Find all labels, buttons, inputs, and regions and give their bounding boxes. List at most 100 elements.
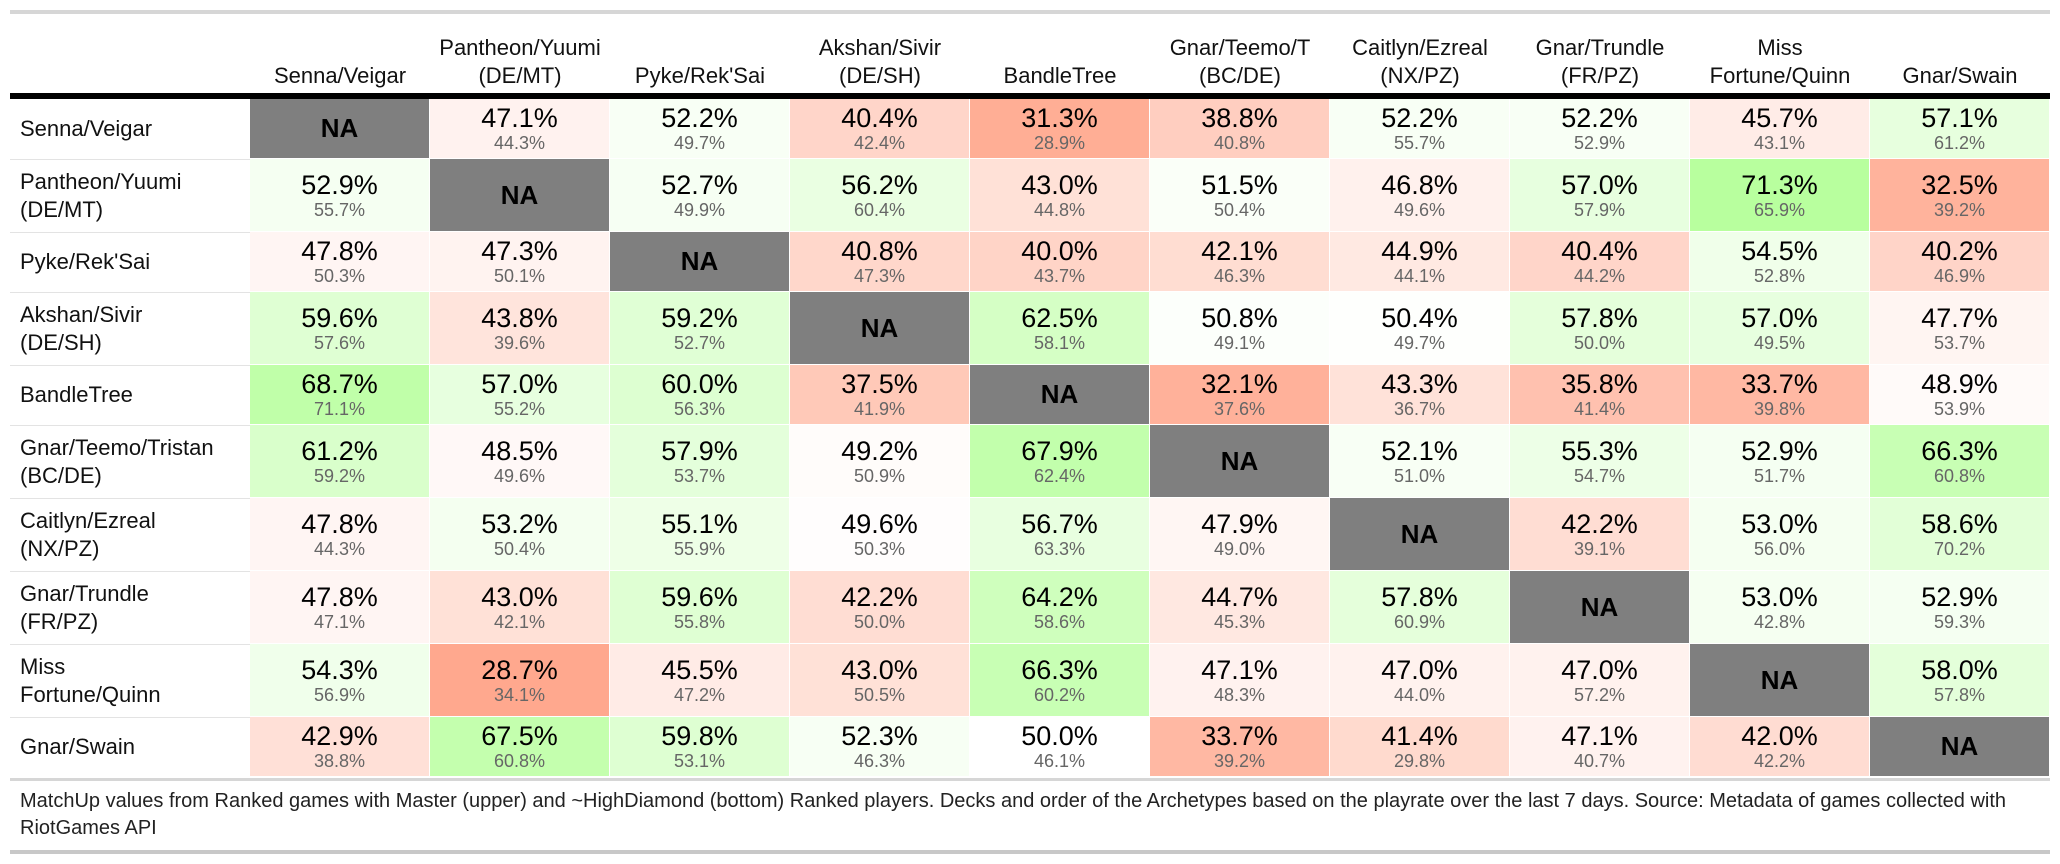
upper-value: 47.1% bbox=[1561, 721, 1638, 751]
heatmap-cell: 59.6% 55.8% bbox=[610, 571, 790, 644]
heatmap-cell: 32.1% 37.6% bbox=[1150, 365, 1330, 425]
lower-value: 55.8% bbox=[673, 611, 726, 632]
lower-value: 55.7% bbox=[1393, 133, 1446, 153]
upper-value: 40.4% bbox=[1561, 236, 1638, 266]
heatmap-cell: 52.2% 52.9% bbox=[1510, 99, 1690, 159]
lower-value: 52.8% bbox=[1753, 266, 1806, 286]
lower-value: 50.1% bbox=[493, 266, 546, 286]
heatmap-cell: 57.0% 57.9% bbox=[1510, 159, 1690, 232]
upper-value: 49.2% bbox=[841, 435, 918, 466]
upper-value: 40.4% bbox=[841, 103, 918, 133]
na-label: NA bbox=[320, 113, 359, 143]
upper-value: 42.2% bbox=[841, 581, 918, 612]
lower-value: 39.2% bbox=[1933, 199, 1986, 220]
heatmap-cell: 47.8% 50.3% bbox=[250, 232, 430, 292]
row-header: Gnar/Teemo/Tristan (BC/DE) bbox=[20, 434, 214, 488]
lower-value: 40.8% bbox=[1213, 133, 1266, 153]
heatmap-cell: 52.9% 51.7% bbox=[1690, 425, 1870, 498]
upper-value: 61.2% bbox=[301, 435, 378, 466]
heatmap-cell: 57.8% 60.9% bbox=[1330, 571, 1510, 644]
heatmap-cell: 55.1% 55.9% bbox=[610, 498, 790, 571]
heatmap-cell: 50.8% 49.1% bbox=[1150, 292, 1330, 365]
lower-value: 40.7% bbox=[1573, 751, 1626, 771]
lower-value: 49.7% bbox=[1393, 332, 1446, 353]
upper-value: 28.7% bbox=[481, 654, 558, 685]
lower-value: 61.2% bbox=[1933, 133, 1986, 153]
lower-value: 59.2% bbox=[313, 465, 366, 486]
lower-value: 42.1% bbox=[493, 611, 546, 632]
upper-value: 43.0% bbox=[481, 581, 558, 612]
na-cell: NA bbox=[1150, 425, 1330, 498]
column-header: BandleTree bbox=[1003, 63, 1117, 88]
upper-value: 42.0% bbox=[1741, 721, 1818, 751]
na-cell: NA bbox=[790, 292, 970, 365]
heatmap-cell: 38.8% 40.8% bbox=[1150, 99, 1330, 159]
upper-value: 47.1% bbox=[1201, 654, 1278, 685]
heatmap-cell: 47.1% 40.7% bbox=[1510, 717, 1690, 777]
lower-value: 60.4% bbox=[853, 199, 906, 220]
upper-value: 53.2% bbox=[481, 508, 558, 539]
heatmap-cell: 52.3% 46.3% bbox=[790, 717, 970, 777]
upper-value: 47.0% bbox=[1561, 654, 1638, 685]
heatmap-cell: 54.5% 52.8% bbox=[1690, 232, 1870, 292]
upper-value: 68.7% bbox=[301, 369, 378, 399]
upper-value: 47.1% bbox=[481, 103, 558, 133]
end-rule bbox=[10, 850, 2050, 854]
row-header: Pantheon/Yuumi (DE/MT) bbox=[20, 168, 182, 222]
lower-value: 44.8% bbox=[1033, 199, 1086, 220]
lower-value: 56.0% bbox=[1753, 538, 1806, 559]
heatmap-cell: 40.8% 47.3% bbox=[790, 232, 970, 292]
upper-value: 45.5% bbox=[661, 654, 738, 685]
heatmap-cell: 45.7% 43.1% bbox=[1690, 99, 1870, 159]
row-header: Gnar/Swain bbox=[20, 734, 135, 759]
upper-value: 57.0% bbox=[481, 369, 558, 399]
heatmap-cell: 43.0% 44.8% bbox=[970, 159, 1150, 232]
heatmap-cell: 55.3% 54.7% bbox=[1510, 425, 1690, 498]
row-header: Miss Fortune/Quinn bbox=[20, 653, 161, 707]
heatmap-cell: 59.2% 52.7% bbox=[610, 292, 790, 365]
heatmap-cell: 50.0% 46.1% bbox=[970, 717, 1150, 777]
upper-value: 42.1% bbox=[1201, 236, 1278, 266]
lower-value: 44.3% bbox=[493, 133, 546, 153]
heatmap-cell: 47.9% 49.0% bbox=[1150, 498, 1330, 571]
heatmap-cell: 43.0% 42.1% bbox=[430, 571, 610, 644]
heatmap-cell: 48.9% 53.9% bbox=[1870, 365, 2050, 425]
lower-value: 46.3% bbox=[853, 751, 906, 771]
heatmap-cell: 53.0% 56.0% bbox=[1690, 498, 1870, 571]
heatmap-cell: 62.5% 58.1% bbox=[970, 292, 1150, 365]
na-cell: NA bbox=[610, 232, 790, 292]
lower-value: 65.9% bbox=[1753, 199, 1806, 220]
row-header: Akshan/Sivir (DE/SH) bbox=[20, 301, 143, 355]
lower-value: 50.9% bbox=[853, 465, 906, 486]
heatmap-cell: 32.5% 39.2% bbox=[1870, 159, 2050, 232]
upper-value: 52.9% bbox=[1741, 435, 1818, 466]
upper-value: 55.3% bbox=[1561, 435, 1638, 466]
lower-value: 49.1% bbox=[1213, 332, 1266, 353]
upper-value: 52.7% bbox=[661, 169, 738, 200]
heatmap-cell: 42.0% 42.2% bbox=[1690, 717, 1870, 777]
heatmap-cell: 35.8% 41.4% bbox=[1510, 365, 1690, 425]
lower-value: 60.2% bbox=[1033, 684, 1086, 705]
lower-value: 41.4% bbox=[1573, 399, 1626, 419]
na-label: NA bbox=[1760, 664, 1799, 695]
heatmap-cell: 57.9% 53.7% bbox=[610, 425, 790, 498]
na-cell: NA bbox=[1690, 644, 1870, 717]
upper-value: 66.3% bbox=[1021, 654, 1098, 685]
upper-value: 57.0% bbox=[1741, 302, 1818, 333]
header-rule bbox=[10, 93, 2050, 99]
heatmap-cell: 46.8% 49.6% bbox=[1330, 159, 1510, 232]
lower-value: 49.0% bbox=[1213, 538, 1266, 559]
upper-value: 50.4% bbox=[1381, 302, 1458, 333]
lower-value: 53.7% bbox=[1933, 332, 1986, 353]
heatmap-cell: 40.4% 44.2% bbox=[1510, 232, 1690, 292]
na-cell: NA bbox=[1870, 717, 2050, 777]
upper-value: 32.5% bbox=[1921, 169, 1998, 200]
lower-value: 39.8% bbox=[1753, 399, 1806, 419]
heatmap-cell: 42.2% 39.1% bbox=[1510, 498, 1690, 571]
heatmap-cell: 60.0% 56.3% bbox=[610, 365, 790, 425]
lower-value: 50.5% bbox=[853, 684, 906, 705]
upper-value: 54.5% bbox=[1741, 236, 1818, 266]
na-label: NA bbox=[1040, 379, 1079, 409]
lower-value: 42.8% bbox=[1753, 611, 1806, 632]
column-header: Gnar/Swain bbox=[1902, 63, 2018, 88]
